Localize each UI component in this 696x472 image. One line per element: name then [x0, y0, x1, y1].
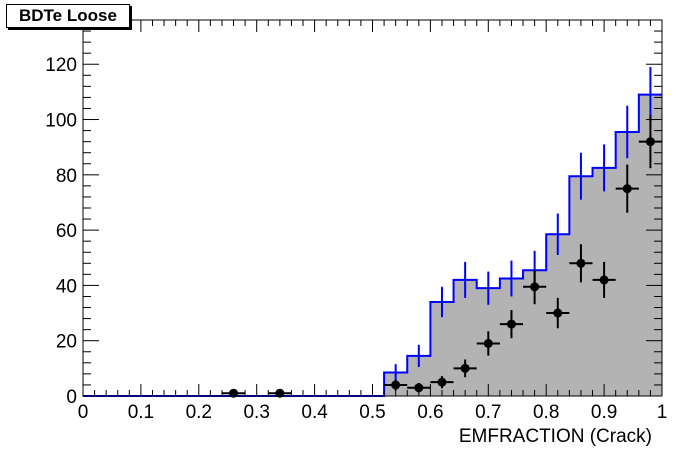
mc-histogram-layer [83, 67, 662, 397]
x-tick-label: 0.6 [417, 402, 443, 423]
mc-fill-layer [83, 94, 662, 396]
data-point [506, 319, 516, 329]
data-point [599, 275, 609, 285]
data-point [460, 363, 470, 373]
x-tick-label: 0.8 [533, 402, 559, 423]
y-tick-label: 60 [56, 221, 77, 242]
y-tick-label: 80 [56, 166, 77, 187]
x-tick-label: 0.9 [591, 402, 617, 423]
data-point [622, 184, 632, 194]
data-point [530, 282, 540, 292]
x-tick-label: 0.3 [243, 402, 269, 423]
y-tick-label: 0 [66, 387, 77, 408]
x-tick-label: 0 [78, 402, 89, 423]
data-point [553, 308, 563, 318]
data-point [437, 377, 447, 387]
data-point [483, 338, 493, 348]
data-point [391, 380, 401, 390]
data-point [645, 137, 655, 147]
y-tick-label: 20 [56, 332, 77, 353]
data-points-layer [221, 115, 662, 398]
y-tick-label: 120 [45, 55, 77, 76]
data-point [414, 383, 424, 393]
y-tick-label: 40 [56, 276, 77, 297]
x-tick-label: 0.2 [186, 402, 212, 423]
x-tick-label: 0.7 [475, 402, 501, 423]
y-tick-label: 100 [45, 111, 77, 132]
x-tick-label: 0.1 [128, 402, 154, 423]
chart-title: BDTe Loose [6, 4, 130, 28]
x-tick-label: 1 [657, 402, 668, 423]
data-point [576, 258, 586, 268]
x-tick-label: 0.5 [359, 402, 385, 423]
mc-fill-area [83, 94, 662, 396]
x-tick-label: 0.4 [301, 402, 328, 423]
axes-layer: 0 0.1 0.2 0.3 0.4 0.5 0.6 0.7 0.8 0.9 1 0 20 40 60 80 10… [45, 19, 668, 423]
x-axis-label: EMFRACTION (Crack) [459, 426, 652, 447]
